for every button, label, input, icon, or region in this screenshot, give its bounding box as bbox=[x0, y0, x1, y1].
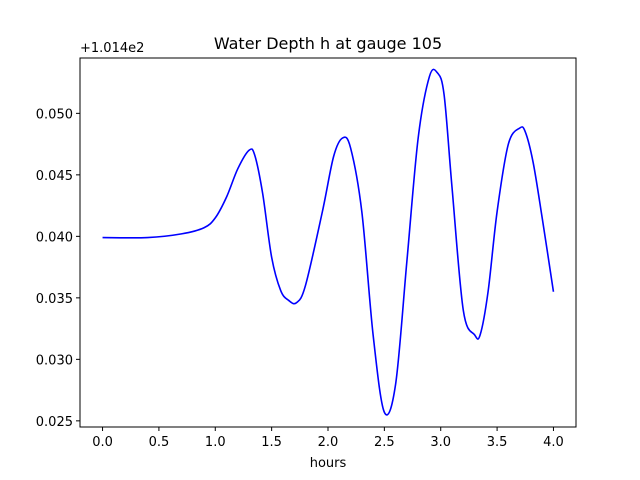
x-tick-label: 1.5 bbox=[261, 435, 282, 450]
y-tick-label: 0.025 bbox=[36, 415, 73, 430]
y-tick-label: 0.040 bbox=[36, 230, 73, 245]
y-offset-label: +1.014e2 bbox=[80, 41, 144, 56]
x-tick-label: 2.5 bbox=[374, 435, 395, 450]
series-line bbox=[102, 68, 555, 416]
y-tick-label: 0.050 bbox=[36, 107, 73, 122]
y-tick-label: 0.035 bbox=[36, 292, 73, 307]
chart-title: Water Depth h at gauge 105 bbox=[214, 34, 442, 53]
x-tick-label: 3.5 bbox=[487, 435, 508, 450]
x-axis-label: hours bbox=[310, 456, 347, 471]
x-tick-label: 0.5 bbox=[149, 435, 170, 450]
x-tick-label: 1.0 bbox=[205, 435, 226, 450]
x-tick-label: 2.0 bbox=[318, 435, 339, 450]
plot-area: 0.0 0.5 1.0 1.5 2.0 2.5 3.0 3.5 4.0 0.025 0.030 0.0… bbox=[36, 68, 564, 450]
x-tick-label: 3.0 bbox=[430, 435, 451, 450]
y-tick-label: 0.030 bbox=[36, 353, 73, 368]
x-tick-label: 0.0 bbox=[92, 435, 113, 450]
x-tick-label: 4.0 bbox=[543, 435, 564, 450]
plot-frame bbox=[79, 57, 577, 428]
y-tick-label: 0.045 bbox=[36, 169, 73, 184]
